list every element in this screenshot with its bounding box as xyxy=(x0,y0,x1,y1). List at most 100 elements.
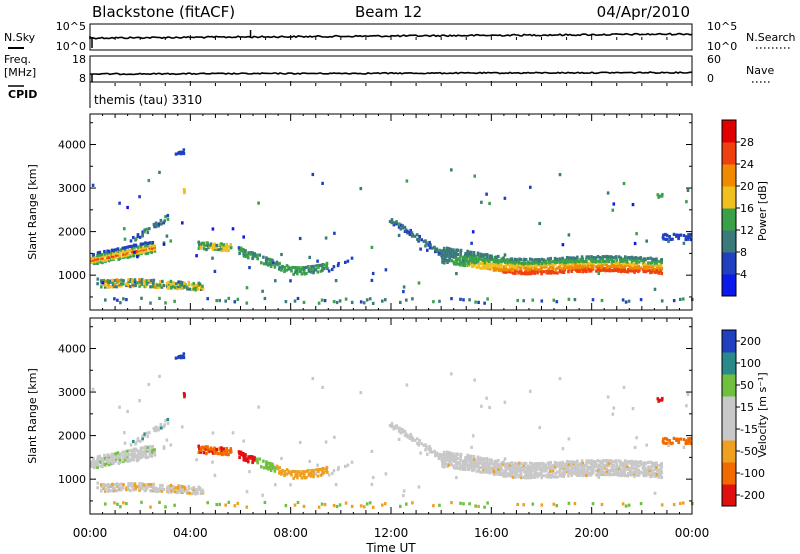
power-cell xyxy=(408,232,412,236)
velocity-cell xyxy=(687,439,690,444)
power-cell xyxy=(299,269,302,273)
power-cell xyxy=(649,256,652,260)
power-cell xyxy=(150,250,154,254)
power-cell xyxy=(679,297,682,301)
velocity-cell xyxy=(253,458,256,462)
velocity-cell xyxy=(629,470,632,474)
velocity-cell xyxy=(628,466,632,470)
velocity-cell xyxy=(647,470,650,474)
power-cell xyxy=(227,249,230,253)
power-cell xyxy=(152,278,156,282)
velocity-cell xyxy=(529,471,533,476)
velocity-cell xyxy=(463,467,467,472)
velocity-cell xyxy=(484,467,487,471)
power-cell xyxy=(633,258,636,262)
power-cell xyxy=(612,263,615,267)
velocity-cell xyxy=(631,462,634,466)
power-cell xyxy=(464,252,467,256)
power-cell xyxy=(525,263,528,267)
power-cell xyxy=(615,257,618,261)
power-cell xyxy=(455,250,458,254)
power-cell xyxy=(138,278,141,282)
power-cell xyxy=(623,264,627,268)
velocity-cell xyxy=(154,486,158,490)
power-cell xyxy=(92,258,95,262)
power-cell xyxy=(403,225,407,229)
colorbar-tick-label: -200 xyxy=(740,489,765,502)
velocity-cell xyxy=(96,458,99,462)
power-cell xyxy=(269,260,272,264)
power-cell xyxy=(424,239,427,243)
velocity-cell xyxy=(460,465,464,469)
power-cell xyxy=(546,257,550,261)
velocity-cell xyxy=(519,462,523,466)
velocity-cell xyxy=(139,446,143,450)
power-cell xyxy=(452,251,455,255)
velocity-cell xyxy=(106,455,109,459)
velocity-cell xyxy=(294,474,297,478)
power-cell xyxy=(473,261,476,265)
power-cell xyxy=(229,245,233,250)
power-cell xyxy=(202,243,206,247)
velocity-cell xyxy=(633,445,637,450)
velocity-cell xyxy=(470,464,474,468)
power-cell xyxy=(666,237,669,241)
power-cell xyxy=(316,264,320,268)
velocity-cell xyxy=(612,467,615,471)
power-cell xyxy=(144,284,148,288)
velocity-cell xyxy=(572,460,575,464)
velocity-cell xyxy=(146,455,150,459)
velocity-cell xyxy=(154,489,157,493)
power-cell xyxy=(314,268,318,272)
velocity-cell xyxy=(624,473,627,478)
power-cell xyxy=(664,237,668,241)
power-cell xyxy=(440,251,444,255)
power-cell xyxy=(98,250,102,254)
velocity-cell xyxy=(368,501,372,505)
power-cell xyxy=(446,260,449,264)
power-cell xyxy=(231,227,235,231)
velocity-cell xyxy=(486,469,490,473)
power-cell xyxy=(672,232,676,236)
velocity-cell xyxy=(197,450,201,454)
power-cell xyxy=(581,259,584,263)
velocity-cell xyxy=(268,461,272,466)
power-cell xyxy=(165,234,169,238)
power-cell xyxy=(245,286,249,290)
power-cell xyxy=(416,237,419,241)
velocity-cell xyxy=(514,475,517,479)
colorbar-tick-label: 24 xyxy=(740,158,754,171)
velocity-cell xyxy=(529,476,532,480)
power-cell xyxy=(513,257,517,261)
power-cell xyxy=(271,258,274,262)
velocity-cell xyxy=(198,448,201,452)
velocity-cell xyxy=(507,474,510,478)
velocity-cell xyxy=(658,468,661,472)
power-cell xyxy=(129,285,132,289)
velocity-cell xyxy=(672,436,676,440)
power-cell xyxy=(206,297,209,301)
velocity-cell xyxy=(229,449,233,454)
power-cell xyxy=(606,267,609,271)
power-cell xyxy=(634,256,638,260)
velocity-cell xyxy=(544,465,548,469)
power-cell xyxy=(655,263,658,267)
velocity-cell xyxy=(181,354,185,359)
velocity-cell xyxy=(452,455,455,459)
power-cell xyxy=(608,265,611,269)
velocity-cell xyxy=(110,461,114,465)
velocity-cell xyxy=(546,461,550,465)
power-cell xyxy=(572,256,575,260)
power-cell xyxy=(535,267,539,271)
power-cell xyxy=(320,264,324,269)
power-cell xyxy=(477,263,481,267)
velocity-cell xyxy=(651,469,654,473)
power-cell xyxy=(687,233,690,237)
power-cell xyxy=(512,265,516,269)
velocity-cell xyxy=(115,489,118,493)
power-cell xyxy=(563,261,566,265)
power-cell xyxy=(220,242,223,246)
power-cell xyxy=(450,259,454,263)
power-cell xyxy=(101,281,105,285)
